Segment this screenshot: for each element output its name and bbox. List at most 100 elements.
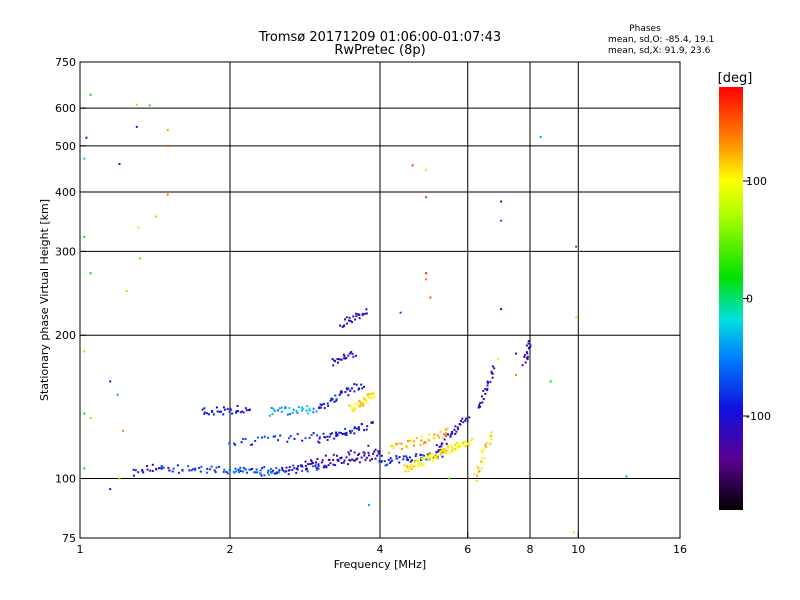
- data-point: [315, 467, 318, 470]
- data-point: [206, 412, 209, 415]
- data-point: [109, 380, 112, 383]
- data-point: [312, 432, 315, 435]
- data-point: [270, 406, 273, 409]
- data-point: [316, 434, 319, 437]
- data-point: [426, 453, 429, 456]
- data-point: [438, 436, 441, 439]
- data-point: [256, 436, 259, 439]
- data-point: [443, 447, 446, 450]
- data-point: [392, 447, 395, 449]
- data-point: [331, 432, 334, 435]
- data-point: [238, 471, 240, 474]
- data-point: [297, 406, 300, 409]
- data-point: [337, 358, 340, 360]
- data-point: [118, 163, 121, 165]
- data-point: [330, 397, 333, 400]
- data-point: [414, 455, 417, 458]
- data-point: [434, 457, 437, 460]
- data-point: [373, 450, 376, 453]
- data-point: [444, 434, 447, 436]
- data-point: [297, 465, 300, 468]
- data-point: [125, 289, 128, 292]
- data-point: [479, 402, 482, 404]
- data-point: [341, 325, 344, 328]
- data-point: [443, 433, 446, 436]
- data-point: [482, 389, 485, 392]
- data-point: [373, 396, 376, 398]
- data-point: [549, 380, 552, 383]
- data-point: [207, 413, 210, 416]
- data-point: [141, 469, 144, 471]
- data-point: [335, 435, 338, 437]
- data-point: [234, 443, 237, 446]
- data-point: [325, 466, 328, 469]
- data-point: [515, 374, 517, 376]
- data-point: [419, 454, 422, 457]
- y-axis-label: Stationary phase Virtual Height [km]: [38, 199, 51, 401]
- data-point: [493, 367, 496, 370]
- data-point: [407, 440, 410, 443]
- data-point: [354, 318, 357, 321]
- data-point: [348, 404, 351, 407]
- data-point: [335, 431, 337, 434]
- data-point: [318, 437, 321, 440]
- data-point: [484, 444, 487, 447]
- data-point: [465, 417, 468, 420]
- data-point: [251, 468, 254, 470]
- data-point: [411, 164, 414, 167]
- colorbar-tick-label: 100: [746, 175, 767, 188]
- data-point: [450, 450, 453, 453]
- data-point: [461, 417, 464, 420]
- data-point: [480, 467, 483, 470]
- data-point: [148, 104, 151, 107]
- data-point: [351, 429, 354, 432]
- data-point: [272, 407, 275, 410]
- data-point: [441, 436, 444, 439]
- data-point: [456, 441, 459, 444]
- stats-x-mode: mean, sd,X: 91.9, 23.6: [608, 46, 711, 56]
- data-point: [235, 411, 238, 414]
- data-point: [317, 463, 320, 466]
- data-point: [346, 388, 349, 391]
- data-point: [198, 467, 201, 469]
- data-point: [420, 435, 423, 438]
- data-point: [296, 433, 299, 436]
- data-point: [378, 460, 381, 463]
- data-point: [160, 467, 162, 470]
- data-point: [177, 471, 180, 474]
- data-point: [83, 350, 86, 353]
- data-point: [490, 370, 493, 373]
- data-point: [359, 400, 362, 403]
- data-point: [226, 408, 229, 411]
- data-point: [446, 445, 449, 448]
- data-point: [254, 439, 257, 442]
- data-point: [146, 468, 149, 471]
- data-point: [368, 454, 370, 457]
- data-point: [245, 409, 248, 412]
- data-point: [338, 394, 341, 396]
- data-point: [228, 469, 231, 472]
- data-point: [339, 392, 342, 395]
- data-point: [402, 455, 405, 458]
- data-point: [323, 402, 325, 405]
- data-point: [406, 464, 408, 467]
- data-point: [529, 345, 532, 348]
- data-point: [305, 409, 308, 412]
- data-point: [210, 465, 213, 468]
- data-point: [309, 463, 312, 466]
- data-point: [405, 455, 408, 458]
- data-point: [405, 445, 407, 448]
- data-point: [526, 355, 529, 358]
- data-point: [363, 398, 366, 401]
- data-point: [246, 471, 248, 474]
- data-point: [471, 437, 474, 440]
- data-point: [464, 440, 467, 443]
- y-tick-label: 200: [55, 329, 76, 342]
- data-point: [320, 461, 323, 464]
- data-point: [372, 391, 375, 394]
- data-point: [377, 450, 380, 453]
- data-point: [486, 384, 489, 387]
- data-point: [286, 413, 289, 416]
- data-point: [213, 469, 216, 472]
- data-point: [361, 314, 364, 317]
